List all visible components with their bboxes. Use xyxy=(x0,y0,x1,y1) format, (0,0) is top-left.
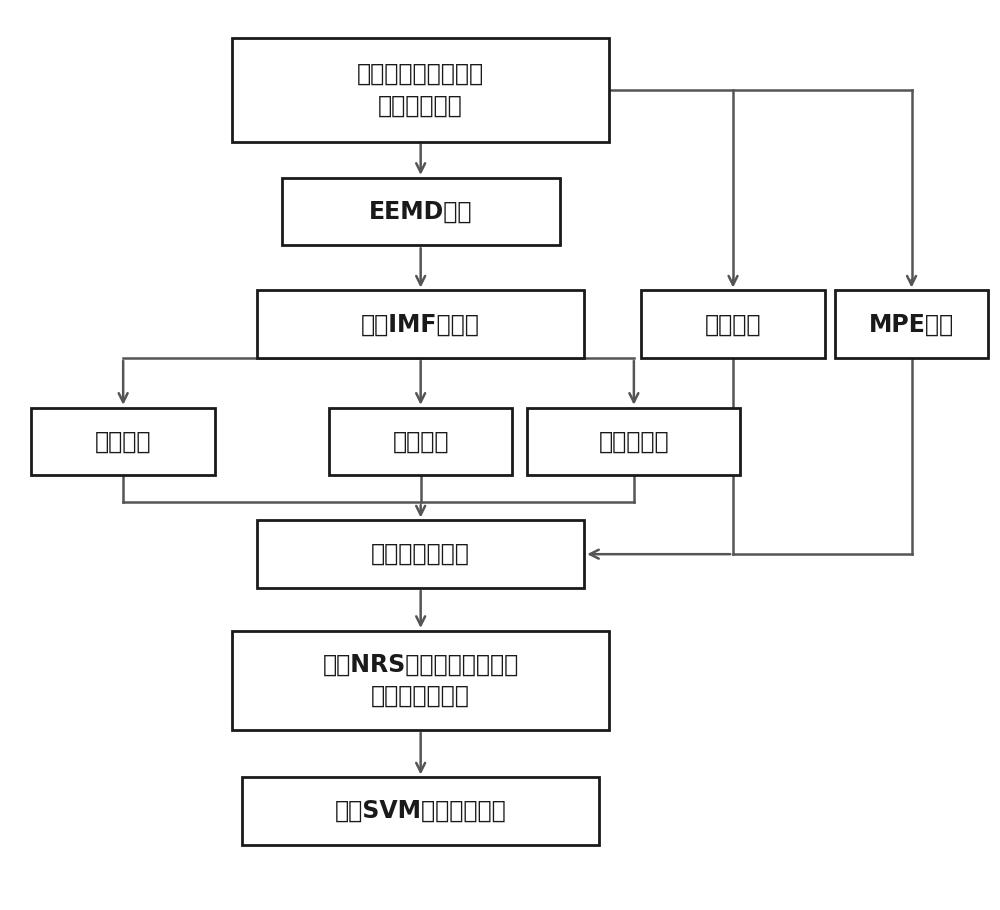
Text: EEMD分解: EEMD分解 xyxy=(369,199,472,224)
Text: 时域指标: 时域指标 xyxy=(95,430,151,453)
FancyBboxPatch shape xyxy=(257,290,584,358)
Text: 选取IMF主分量: 选取IMF主分量 xyxy=(361,312,480,337)
Text: 能量指标: 能量指标 xyxy=(392,430,449,453)
FancyBboxPatch shape xyxy=(329,408,512,475)
Text: 构造原始特征集: 构造原始特征集 xyxy=(371,542,470,566)
Text: 奇异值指标: 奇异值指标 xyxy=(599,430,669,453)
FancyBboxPatch shape xyxy=(242,777,599,845)
FancyBboxPatch shape xyxy=(282,177,560,246)
FancyBboxPatch shape xyxy=(641,290,825,358)
FancyBboxPatch shape xyxy=(527,408,740,475)
FancyBboxPatch shape xyxy=(232,38,609,142)
FancyBboxPatch shape xyxy=(257,521,584,588)
Text: 采集涡浆发动机转子
系统振动信号: 采集涡浆发动机转子 系统振动信号 xyxy=(357,62,484,117)
FancyBboxPatch shape xyxy=(232,631,609,730)
Text: 时域指标: 时域指标 xyxy=(705,312,761,337)
Text: 利用SVM进行故障诊断: 利用SVM进行故障诊断 xyxy=(335,799,507,824)
FancyBboxPatch shape xyxy=(31,408,215,475)
Text: MPE指标: MPE指标 xyxy=(869,312,954,337)
FancyBboxPatch shape xyxy=(835,290,988,358)
Text: 利用NRS评估属性重要度，
构造敏感特征集: 利用NRS评估属性重要度， 构造敏感特征集 xyxy=(323,652,519,708)
